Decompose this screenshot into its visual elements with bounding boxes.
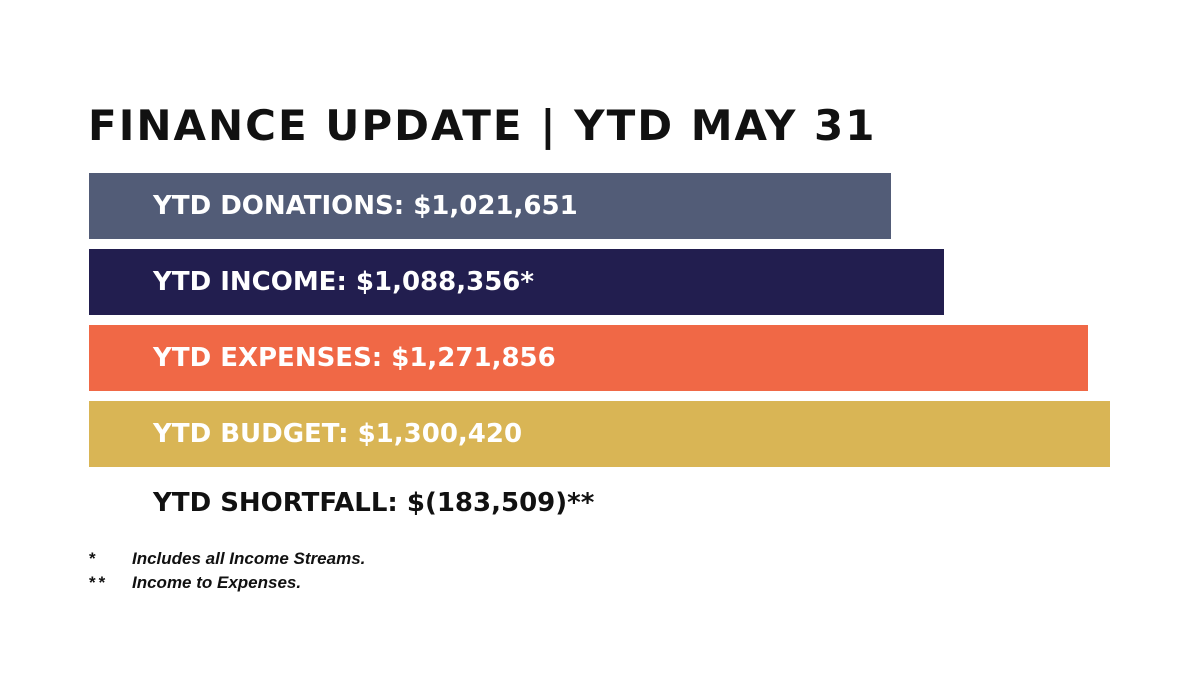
finance-bar-chart: YTD DONATIONS: $1,021,651 YTD INCOME: $1,…: [89, 173, 1114, 468]
page-title: FINANCE UPDATE | YTD MAY 31: [88, 101, 877, 150]
footnote-text: Income to Expenses.: [132, 573, 302, 592]
bar-value-label: YTD BUDGET: $1,300,420: [153, 419, 523, 449]
bar-value-label: YTD DONATIONS: $1,021,651: [153, 191, 578, 221]
ytd-shortfall-label: YTD SHORTFALL: $(183,509)**: [153, 488, 595, 518]
bar-value-label: YTD EXPENSES: $1,271,856: [153, 343, 556, 373]
footnote-mark: **: [89, 573, 109, 592]
bar-ytd-expenses: YTD EXPENSES: $1,271,856: [89, 325, 1088, 391]
bar-ytd-budget: YTD BUDGET: $1,300,420: [89, 401, 1110, 467]
footnote-text: Includes all Income Streams.: [132, 549, 366, 568]
bar-ytd-income: YTD INCOME: $1,088,356*: [89, 249, 944, 315]
footnote-mark: *: [89, 549, 99, 568]
bar-value-label: YTD INCOME: $1,088,356*: [153, 267, 534, 297]
bar-ytd-donations: YTD DONATIONS: $1,021,651: [89, 173, 891, 239]
